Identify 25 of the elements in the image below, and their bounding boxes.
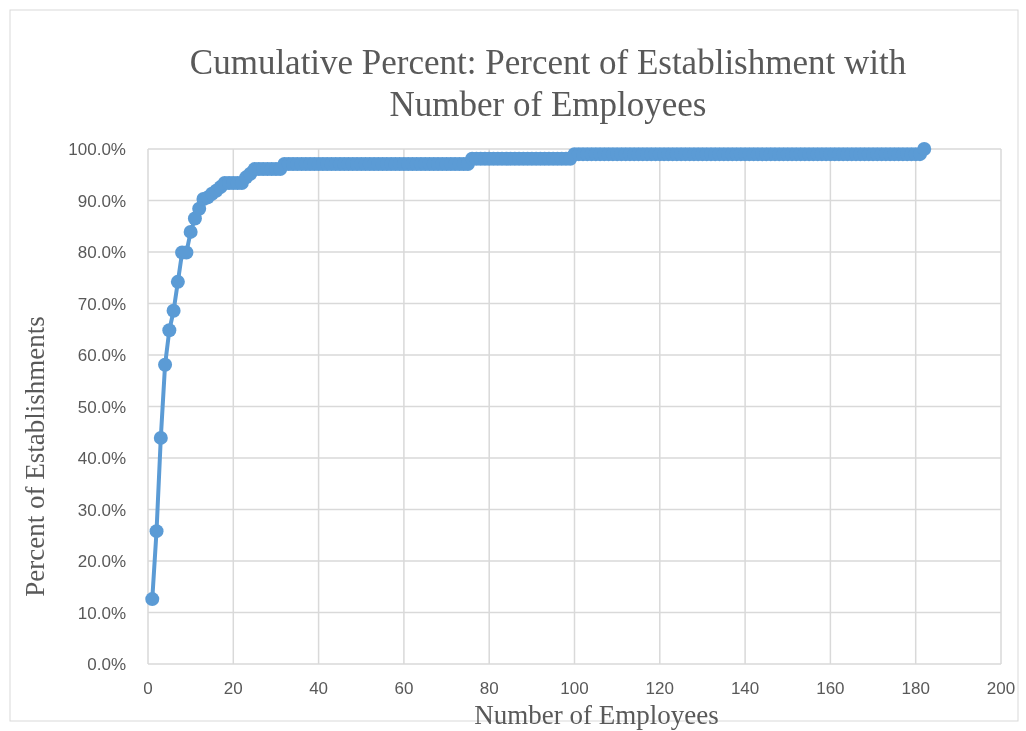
x-tick-label: 60 bbox=[394, 679, 414, 698]
x-tick-label: 100 bbox=[560, 679, 589, 698]
y-tick-label: 20.0% bbox=[77, 552, 126, 571]
x-tick-label: 40 bbox=[309, 679, 329, 698]
y-tick-label: 60.0% bbox=[77, 346, 126, 365]
y-tick-label: 80.0% bbox=[77, 243, 126, 262]
y-tick-label: 90.0% bbox=[77, 191, 126, 211]
y-tick-label: 30.0% bbox=[77, 500, 126, 520]
chart-title: Cumulative Percent: Percent of Establishment with Number of Employees bbox=[189, 43, 907, 124]
x-tick-label: 180 bbox=[901, 679, 930, 698]
y-tick-label: 40.0% bbox=[77, 449, 126, 468]
y-tick-label: 0.0% bbox=[87, 655, 126, 674]
x-axis-title: Number of Employees bbox=[474, 700, 719, 730]
x-tick-label: 20 bbox=[223, 679, 243, 698]
y-tick-label: 70.0% bbox=[77, 294, 126, 314]
y-tick-label: 50.0% bbox=[77, 397, 126, 417]
y-axis-title: Percent of Establishments bbox=[20, 316, 50, 597]
x-tick-label: 200 bbox=[986, 679, 1016, 698]
x-tick-label: 80 bbox=[479, 679, 499, 698]
y-tick-label: 100.0% bbox=[68, 140, 126, 159]
x-tick-label: 140 bbox=[730, 679, 760, 698]
x-tick-label: 0 bbox=[143, 679, 153, 698]
y-tick-label: 10.0% bbox=[77, 603, 126, 623]
x-tick-label: 160 bbox=[816, 679, 845, 698]
x-tick-label: 120 bbox=[645, 679, 674, 698]
